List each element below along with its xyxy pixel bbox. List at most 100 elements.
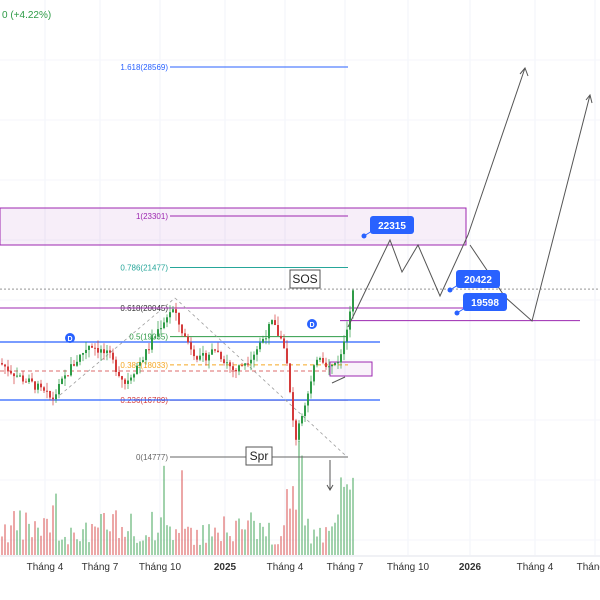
candle-body (196, 356, 198, 360)
volume-bar (214, 527, 216, 555)
target-callout[interactable]: 22315 (361, 216, 415, 239)
candle-body (214, 349, 216, 351)
candle-body (223, 359, 225, 364)
candle-body (88, 345, 90, 350)
spr-annotation: Spr (245, 446, 273, 466)
volume-bar (229, 536, 231, 555)
candle-body (7, 366, 9, 371)
candle-body (70, 364, 72, 376)
candle-body (262, 338, 264, 343)
candle-body (211, 349, 213, 355)
candle-body (292, 392, 294, 421)
volume-bar (166, 525, 168, 555)
candle-body (289, 363, 291, 393)
volume-bar (208, 524, 210, 555)
x-tick-label: 2025 (214, 562, 237, 573)
candle-body (310, 381, 312, 394)
fib-label: 1(23301) (136, 212, 168, 221)
dividend-marker[interactable]: D (65, 333, 75, 343)
volume-bar (319, 527, 321, 555)
candle-body (298, 423, 300, 440)
volume-bar (331, 526, 333, 555)
candle-body (256, 349, 258, 355)
callout-box (456, 270, 500, 288)
volume-bar (64, 536, 66, 555)
candle-body (241, 365, 243, 367)
target-callout[interactable]: 20422 (447, 270, 501, 293)
callout-box (370, 216, 414, 234)
volume-bar (250, 512, 252, 555)
candle-body (136, 365, 138, 375)
candle-body (145, 349, 147, 361)
arrow-head (519, 67, 529, 77)
candle-body (235, 369, 237, 372)
candle-body (220, 352, 222, 360)
candle-body (91, 345, 93, 348)
volume-bar (61, 539, 63, 555)
candle-body (190, 342, 192, 350)
projection-path (504, 94, 591, 322)
volume-bar (217, 532, 219, 555)
candle-body (43, 387, 45, 391)
volume-bar (76, 539, 78, 555)
volume-layer (1, 441, 354, 555)
volume-bar (304, 525, 306, 555)
volume-bar (121, 526, 123, 555)
volume-bar (346, 484, 348, 555)
volume-bar (133, 536, 135, 555)
candle-body (295, 420, 297, 440)
volume-bar (58, 540, 60, 555)
target-callout[interactable]: 19598 (454, 293, 508, 316)
candle-body (343, 341, 345, 355)
price-change-text: 0 (+4.22%) (2, 10, 51, 21)
volume-bar (196, 529, 198, 555)
candle-body (205, 353, 207, 361)
candle-body (325, 362, 327, 368)
candle-body (328, 366, 330, 368)
fib-label: 1.618(28569) (120, 63, 168, 72)
candle-body (187, 336, 189, 343)
volume-bar (142, 540, 144, 555)
annotation-box (289, 269, 321, 289)
trend-line (174, 297, 346, 456)
x-tick-label: Tháng 10 (139, 562, 182, 573)
candle-body (76, 361, 78, 366)
candle-body (10, 370, 12, 374)
volume-bar (322, 542, 324, 555)
candle-body (82, 352, 84, 355)
volume-bar (307, 518, 309, 555)
volume-bar (112, 514, 114, 555)
dividend-dot (307, 319, 317, 329)
candle-body (238, 365, 240, 372)
candle-body (106, 350, 108, 354)
volume-bar (193, 544, 195, 555)
callout-pointer (363, 230, 373, 237)
fib-label: 0.382(18033) (120, 361, 168, 370)
candle-body (316, 359, 318, 366)
volume-bar (70, 527, 72, 555)
candle-body (172, 309, 174, 313)
volume-bar (19, 510, 21, 555)
candle-body (139, 362, 141, 366)
callout-pointer (449, 284, 459, 291)
volume-bar (115, 510, 117, 555)
dividend-marker[interactable]: D (307, 319, 317, 329)
candle-body (58, 384, 60, 395)
x-tick-label: Tháng 10 (387, 562, 430, 573)
volume-bar (55, 493, 57, 555)
candle-body (79, 354, 81, 362)
volume-bar (67, 544, 69, 555)
projection-path (347, 67, 526, 328)
volume-bar (1, 536, 3, 555)
volume-bar (169, 526, 171, 555)
candle-body (49, 391, 51, 398)
candle-body (334, 362, 336, 366)
candle-body (277, 325, 279, 336)
arrow-head (326, 484, 334, 491)
candle-body (4, 364, 6, 367)
candle-body (349, 311, 351, 330)
candle-body (352, 290, 354, 312)
volume-bar (100, 513, 102, 555)
candle-body (97, 347, 99, 353)
